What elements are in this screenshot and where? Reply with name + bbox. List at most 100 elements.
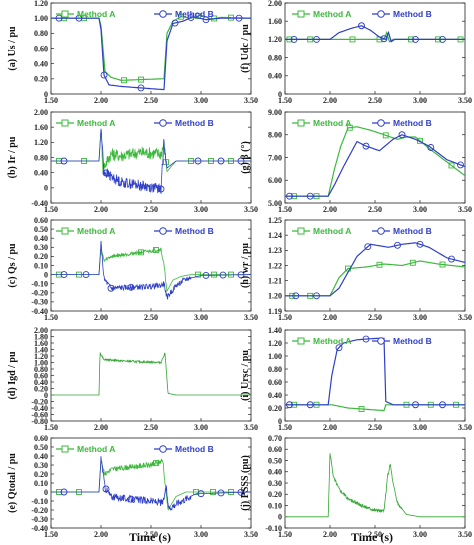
y-tick-label: -0.10: [31, 497, 48, 506]
x-tick-label: 2.00: [94, 423, 108, 432]
series-a-marker: [448, 162, 455, 169]
y-tick-label: 0.10: [268, 501, 282, 510]
y-tick-label: 9.00: [268, 108, 282, 117]
x-tick-label: 2.00: [94, 530, 108, 539]
series-b-marker: [306, 192, 314, 200]
series-b-marker: [171, 19, 179, 27]
y-tick-label: 1.60: [34, 123, 48, 132]
series-b-marker: [82, 271, 90, 279]
x-tick-label: 2.00: [323, 96, 337, 105]
series-b-marker: [237, 271, 245, 279]
legend-label-a: Method A: [313, 9, 351, 19]
x-tick-label: 2.00: [323, 423, 337, 432]
series-a-marker: [349, 36, 356, 43]
y-tick-label: 0.30: [268, 479, 282, 488]
y-tick-label: -0.10: [265, 524, 282, 533]
legend: Method A Method B: [292, 336, 432, 346]
y-tick-label: 1.00: [34, 358, 48, 367]
series-a-marker: [211, 271, 217, 278]
panel-j: -0.10 0 0.10 0.20 0.30 0.40 0.50 0.60 0.70 1.50 2.…: [240, 434, 472, 539]
y-tick-label: 1.25: [268, 216, 282, 225]
legend-label-a: Method A: [77, 444, 115, 454]
y-tick-label: -0.30: [31, 515, 48, 524]
x-tick-label: 2.50: [368, 530, 382, 539]
legend-marker-a: [61, 445, 69, 453]
legend-label-a: Method A: [77, 226, 115, 236]
plot-frame: [284, 111, 466, 204]
y-tick-label: 0.60: [34, 434, 48, 443]
y-tick-label: 7.00: [268, 153, 282, 162]
series-a-marker: [382, 132, 389, 139]
x-tick-label: 2.50: [144, 205, 158, 214]
series-b-marker: [364, 243, 372, 251]
series-b-marker: [412, 35, 419, 43]
x-tick-label: 2.50: [368, 96, 382, 105]
x-tick-label: 3.50: [458, 96, 472, 105]
y-tick-label: 0.30: [34, 243, 48, 252]
y-tick-label: 0.40: [34, 234, 48, 243]
x-tick-label: 3.00: [194, 313, 208, 322]
y-tick-label: 0.10: [34, 479, 48, 488]
y-axis-label: (c) Qs / pu: [7, 243, 18, 288]
y-tick-label: 0.20: [34, 384, 48, 393]
series-a-marker: [195, 271, 201, 278]
panel-a: 0 0.20 0.40 0.60 0.80 1.00 1.20 1.50 2.00 2.50 3.0…: [7, 0, 258, 105]
x-tick-label: 1.50: [278, 423, 292, 432]
x-tick-label: 3.50: [458, 530, 472, 539]
y-tick-label: -0.10: [31, 280, 48, 289]
legend-label-a: Method A: [77, 9, 115, 19]
plot-frame: [284, 437, 466, 529]
plot-frame: [50, 219, 252, 312]
series-a-marker: [195, 13, 201, 19]
y-tick-label: -0.30: [31, 298, 48, 307]
y-tick-label: 0.20: [268, 404, 282, 413]
x-tick-label: 3.00: [413, 313, 427, 322]
series-line-a: [51, 351, 251, 396]
x-tick-label: 3.00: [413, 205, 427, 214]
y-tick-label: 0.40: [34, 378, 48, 387]
legend-marker-a: [61, 119, 69, 127]
series-b-marker: [292, 292, 300, 300]
series-line-b: [285, 242, 466, 297]
y-tick-label: 0.80: [268, 365, 282, 374]
y-tick-label: 1.20: [34, 138, 48, 147]
y-tick-label: 2.00: [34, 108, 48, 117]
series-a-marker: [121, 77, 127, 84]
series-line-b: [51, 240, 251, 300]
y-tick-label: 1.20: [268, 339, 282, 348]
x-tick-label: 3.50: [244, 313, 258, 322]
x-axis-title-left: Time (s): [129, 530, 171, 544]
y-tick-label: 0.20: [268, 490, 282, 499]
series-line-a: [285, 453, 465, 518]
y-axis-label: (f) Udc / pu: [240, 24, 251, 73]
panel-g: 5.00 6.00 7.00 8.00 9.00 1.50 2.00 2.50 3.00 3.50…: [240, 108, 472, 214]
series-a-marker: [409, 259, 416, 266]
y-tick-label: 2.00: [268, 0, 282, 8]
x-tick-label: 1.50: [44, 423, 58, 432]
x-tick-label: 2.50: [144, 96, 158, 105]
x-tick-label: 1.50: [44, 530, 58, 539]
series-b-marker: [394, 241, 401, 249]
y-tick-label: 0.10: [34, 261, 48, 270]
y-axis-label: (g) β (°): [240, 141, 251, 174]
series-b-marker: [313, 292, 320, 300]
legend-label-b: Method B: [175, 118, 214, 128]
x-tick-label: 3.50: [244, 96, 258, 105]
x-tick-label: 1.50: [44, 96, 58, 105]
x-tick-label: 1.50: [44, 205, 58, 214]
series-b-marker: [127, 283, 135, 291]
y-tick-label: 0.50: [268, 456, 282, 465]
y-tick-label: 0.80: [268, 53, 282, 62]
y-tick-label: 1.21: [268, 276, 282, 285]
series-a-marker: [376, 261, 383, 268]
x-tick-label: 3.50: [458, 423, 472, 432]
legend-marker-a: [61, 227, 69, 235]
y-tick-label: 1.40: [34, 345, 48, 354]
series-b-marker: [439, 35, 446, 43]
series-b-marker: [137, 84, 145, 92]
series-a-marker: [358, 406, 365, 412]
y-tick-label: 0: [44, 391, 48, 400]
x-tick-label: 2.50: [144, 313, 158, 322]
y-tick-label: 1.20: [34, 352, 48, 361]
